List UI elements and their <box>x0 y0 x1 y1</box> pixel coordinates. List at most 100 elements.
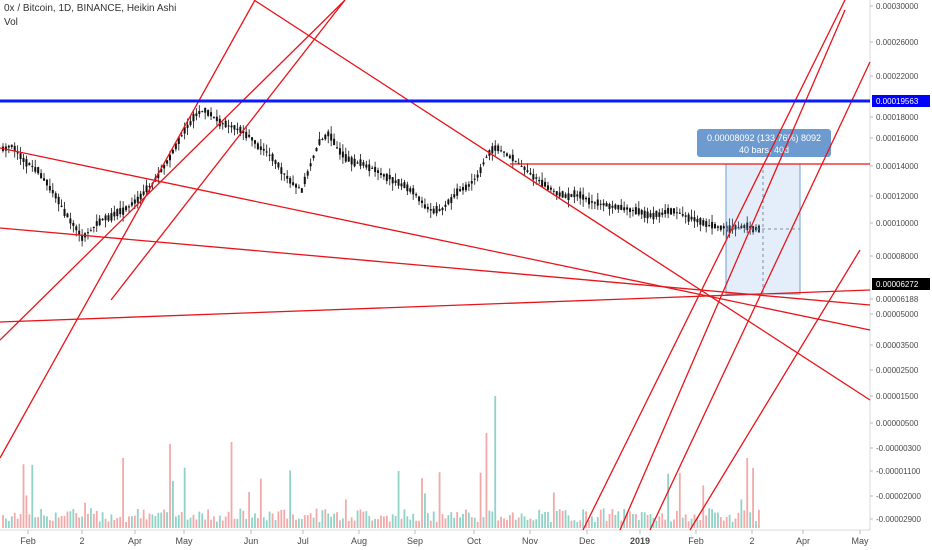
volume-bar <box>95 510 98 528</box>
volume-bar <box>605 521 608 528</box>
volume-bar <box>344 499 347 528</box>
candle-body <box>69 218 72 224</box>
volume-bar <box>746 458 749 528</box>
candle-body <box>359 159 362 166</box>
horizontal-line-price-tag <box>872 95 930 107</box>
candle-body <box>51 189 54 194</box>
candle-body <box>441 207 444 211</box>
volume-bar <box>90 508 92 528</box>
candle-body <box>552 190 555 192</box>
candle-body <box>125 206 128 211</box>
y-tick-label: 0.00006188 <box>876 295 919 304</box>
x-tick-label: Feb <box>20 536 36 546</box>
candle-body <box>482 162 485 165</box>
candle-body <box>637 208 640 215</box>
candle-body <box>136 196 139 203</box>
plot-area <box>0 0 870 530</box>
candle-body <box>652 212 655 220</box>
candle-body <box>72 222 75 226</box>
x-tick-label: 2 <box>749 536 754 546</box>
candle-body <box>678 212 681 214</box>
candle-body <box>22 157 25 162</box>
volume-bar <box>321 510 324 528</box>
volume-bar <box>283 509 286 528</box>
candle-body <box>119 208 122 215</box>
candle-body <box>368 164 371 172</box>
candle-body <box>268 154 271 156</box>
candle-body <box>92 226 95 229</box>
y-tick-label: 0.00026000 <box>876 38 919 47</box>
trend-line <box>649 61 871 531</box>
volume-bar <box>280 509 283 528</box>
candle-body <box>265 151 268 153</box>
candle-body <box>210 112 213 117</box>
x-tick-label: Dec <box>579 536 596 546</box>
volume-bar <box>758 509 760 528</box>
candle-body <box>233 125 236 130</box>
candle-body <box>450 197 453 203</box>
candle-body <box>81 234 84 241</box>
volume-bar <box>16 518 19 528</box>
candle-body <box>295 184 297 188</box>
x-tick-label: Oct <box>467 536 482 546</box>
candle-body <box>646 211 649 219</box>
volume-bar <box>163 509 166 528</box>
candle-body <box>174 143 177 150</box>
candle-body <box>274 160 277 164</box>
candle-body <box>224 120 227 128</box>
volume-bar <box>312 517 315 528</box>
volume-bar <box>136 508 139 528</box>
volume-bar <box>517 517 520 528</box>
volume-bar <box>608 513 611 528</box>
x-tick-label: 2 <box>79 536 84 546</box>
volume-bar <box>295 519 297 528</box>
candle-body <box>728 225 731 233</box>
volume-bar <box>133 515 136 528</box>
volume-bar <box>676 510 678 528</box>
volume-bar <box>702 485 705 528</box>
volume-bar <box>719 517 722 528</box>
candle-body <box>248 134 251 137</box>
volume-bar <box>547 511 549 528</box>
volume-bar <box>78 517 81 528</box>
candle-body <box>599 203 602 205</box>
candle-body <box>529 172 532 175</box>
volume-bar <box>400 518 403 528</box>
candle-body <box>324 134 327 140</box>
candle-body <box>207 110 210 116</box>
volume-bar <box>467 512 470 528</box>
volume-bar <box>623 508 626 528</box>
candle-body <box>541 179 544 188</box>
volume-bar <box>403 509 406 528</box>
candle-body <box>28 162 31 166</box>
x-tick-label: Sep <box>407 536 423 546</box>
volume-bar <box>303 515 306 528</box>
volume-bar <box>570 520 573 528</box>
candle-body <box>338 148 341 155</box>
candle-body <box>163 164 166 169</box>
volume-bar <box>497 520 500 528</box>
trend-line <box>582 0 846 531</box>
y-tick-label: 0.00012000 <box>876 192 919 201</box>
volume-bar <box>728 514 731 528</box>
volume-bar <box>40 509 42 528</box>
y-tick-label: -0.00002900 <box>876 515 921 524</box>
candle-body <box>177 137 180 145</box>
candle-body <box>485 156 488 158</box>
volume-bar <box>394 515 397 528</box>
candle-body <box>447 199 450 205</box>
candle-body <box>588 197 590 205</box>
volume-bar <box>658 516 661 528</box>
candle-body <box>245 131 248 139</box>
trend-line <box>0 147 871 331</box>
volume-bar <box>755 521 757 528</box>
volume-bar <box>72 509 75 528</box>
trend-line <box>0 289 871 323</box>
candle-body <box>327 131 330 137</box>
volume-bar <box>708 508 711 528</box>
candle-body <box>420 200 423 204</box>
candle-body <box>289 178 292 184</box>
volume-bar <box>667 473 670 528</box>
volume-bar <box>10 516 13 528</box>
